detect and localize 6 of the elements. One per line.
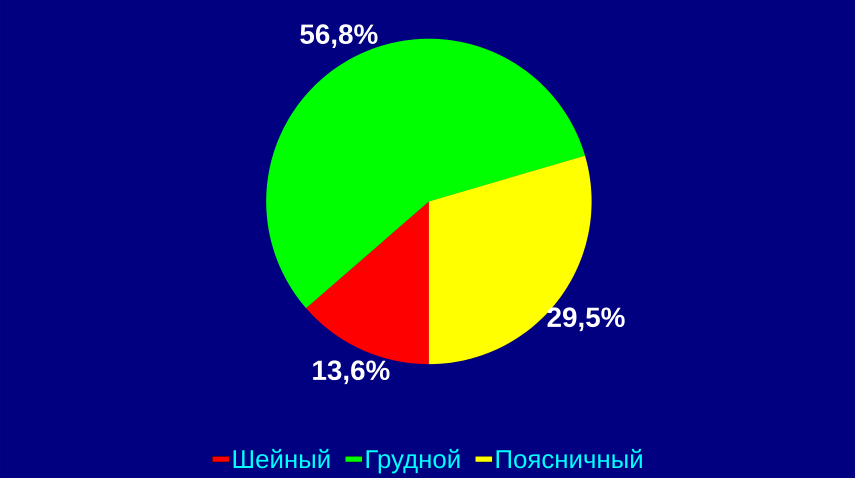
data-label: 29,5% <box>548 307 625 331</box>
data-label: 13,6% <box>313 360 390 384</box>
legend-label: Шейный <box>234 448 330 468</box>
legend-label: Грудной <box>366 448 460 474</box>
data-label: 56,8% <box>300 24 378 48</box>
legend-label: Поясничный <box>496 448 642 468</box>
